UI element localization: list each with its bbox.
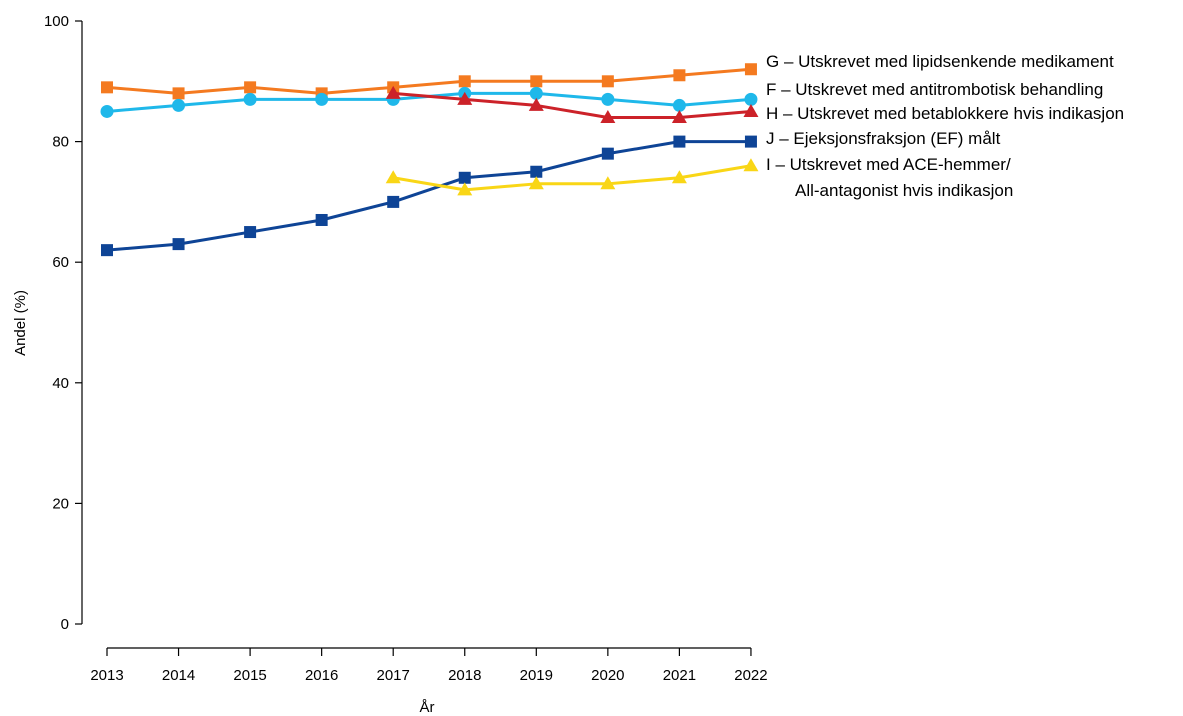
x-tick-label: 2013 bbox=[90, 667, 123, 684]
data-point bbox=[387, 196, 399, 208]
x-ticks: 2013 2014 2015 2016 2017 2018 2019 2020 2021 2022 bbox=[90, 648, 767, 684]
legend: G – Utskrevet med lipidsenkende medikame… bbox=[766, 52, 1124, 200]
x-tick-label: 2020 bbox=[591, 667, 624, 684]
data-point bbox=[244, 226, 256, 238]
x-axis-title: År bbox=[420, 699, 435, 716]
data-point bbox=[316, 214, 328, 226]
legend-entry-I: I – Utskrevet med ACE-hemmer/ bbox=[766, 155, 1011, 174]
data-point bbox=[101, 105, 114, 118]
series-G bbox=[101, 63, 757, 99]
data-point bbox=[602, 75, 614, 87]
legend-entry-J: J – Ejeksjonsfraksjon (EF) målt bbox=[766, 129, 1001, 148]
y-tick-label: 100 bbox=[44, 13, 69, 30]
data-point bbox=[745, 136, 757, 148]
y-tick-label: 60 bbox=[52, 254, 69, 271]
y-tick-label: 40 bbox=[52, 375, 69, 392]
data-point bbox=[601, 93, 614, 106]
y-tick-label: 20 bbox=[52, 495, 69, 512]
data-point bbox=[386, 170, 401, 183]
data-point bbox=[530, 166, 542, 178]
x-tick-label: 2014 bbox=[162, 667, 195, 684]
x-tick-label: 2019 bbox=[520, 667, 553, 684]
legend-entry-G: G – Utskrevet med lipidsenkende medikame… bbox=[766, 52, 1114, 71]
legend-entry-F: F – Utskrevet med antitrombotisk behandl… bbox=[766, 80, 1103, 99]
data-point bbox=[743, 158, 758, 171]
data-point bbox=[101, 244, 113, 256]
x-tick-label: 2015 bbox=[233, 667, 266, 684]
data-point bbox=[244, 81, 256, 93]
data-point bbox=[745, 63, 757, 75]
x-tick-label: 2021 bbox=[663, 667, 696, 684]
data-point bbox=[244, 93, 257, 106]
series-line bbox=[107, 142, 751, 251]
legend-entry-H: H – Utskrevet med betablokkere hvis indi… bbox=[766, 104, 1124, 123]
data-point bbox=[673, 99, 686, 112]
data-point bbox=[602, 148, 614, 160]
data-point bbox=[673, 136, 685, 148]
data-point bbox=[315, 93, 328, 106]
x-tick-label: 2022 bbox=[734, 667, 767, 684]
x-tick-label: 2016 bbox=[305, 667, 338, 684]
data-point bbox=[459, 75, 471, 87]
data-point bbox=[459, 172, 471, 184]
x-tick-label: 2017 bbox=[377, 667, 410, 684]
series-line bbox=[393, 166, 751, 190]
data-point bbox=[673, 69, 685, 81]
series-layer bbox=[101, 63, 759, 256]
data-point bbox=[173, 238, 185, 250]
data-point bbox=[530, 87, 543, 100]
y-tick-label: 0 bbox=[61, 616, 69, 633]
data-point bbox=[530, 75, 542, 87]
x-tick-label: 2018 bbox=[448, 667, 481, 684]
series-J bbox=[101, 136, 757, 257]
legend-entry-I-line2: All-antagonist hvis indikasjon bbox=[795, 181, 1013, 200]
y-tick-label: 80 bbox=[52, 134, 69, 151]
data-point bbox=[101, 81, 113, 93]
series-line bbox=[107, 69, 751, 93]
y-axis-title: Andel (%) bbox=[12, 290, 29, 356]
data-point bbox=[172, 99, 185, 112]
data-point bbox=[744, 93, 757, 106]
data-point bbox=[173, 87, 185, 99]
y-ticks: 0 20 40 60 80 100 bbox=[44, 13, 82, 633]
